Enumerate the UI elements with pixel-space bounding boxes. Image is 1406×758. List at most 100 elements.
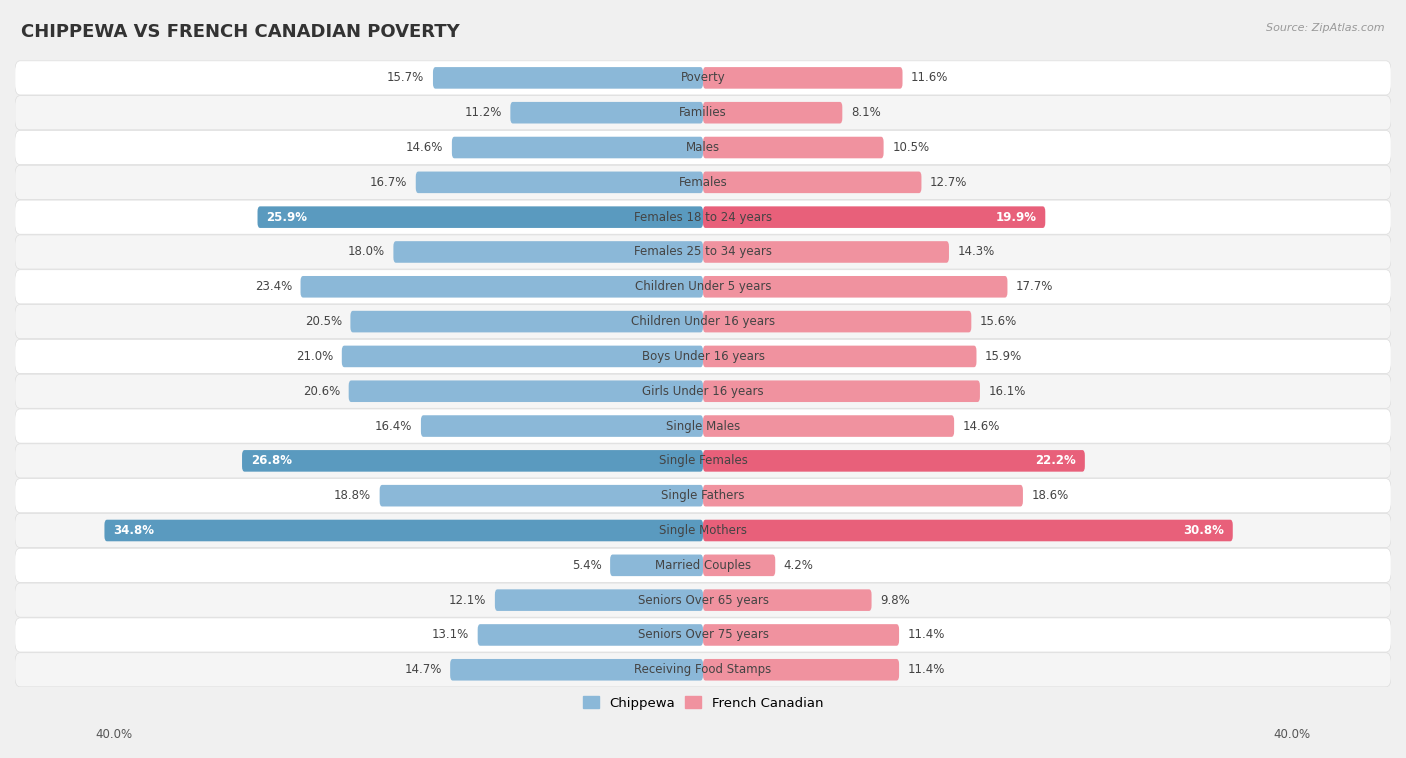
Text: Families: Families <box>679 106 727 119</box>
Text: 25.9%: 25.9% <box>266 211 307 224</box>
FancyBboxPatch shape <box>450 659 703 681</box>
FancyBboxPatch shape <box>15 583 1391 617</box>
FancyBboxPatch shape <box>703 555 775 576</box>
FancyBboxPatch shape <box>15 513 1391 547</box>
Text: Children Under 16 years: Children Under 16 years <box>631 315 775 328</box>
Text: 11.2%: 11.2% <box>464 106 502 119</box>
Text: 15.6%: 15.6% <box>980 315 1017 328</box>
FancyBboxPatch shape <box>703 206 1045 228</box>
FancyBboxPatch shape <box>703 241 949 263</box>
Text: 18.6%: 18.6% <box>1032 489 1069 503</box>
FancyBboxPatch shape <box>703 276 1008 298</box>
Text: 8.1%: 8.1% <box>851 106 880 119</box>
Text: Girls Under 16 years: Girls Under 16 years <box>643 385 763 398</box>
FancyBboxPatch shape <box>495 589 703 611</box>
Text: 22.2%: 22.2% <box>1035 454 1076 468</box>
Text: 12.1%: 12.1% <box>449 594 486 606</box>
FancyBboxPatch shape <box>301 276 703 298</box>
Text: 14.7%: 14.7% <box>404 663 441 676</box>
Text: 16.4%: 16.4% <box>375 419 412 433</box>
Text: 9.8%: 9.8% <box>880 594 910 606</box>
FancyBboxPatch shape <box>703 485 1024 506</box>
Text: Poverty: Poverty <box>681 71 725 84</box>
FancyBboxPatch shape <box>15 61 1391 95</box>
Text: 5.4%: 5.4% <box>572 559 602 572</box>
FancyBboxPatch shape <box>15 200 1391 234</box>
FancyBboxPatch shape <box>342 346 703 367</box>
Text: 14.6%: 14.6% <box>963 419 1000 433</box>
FancyBboxPatch shape <box>257 206 703 228</box>
FancyBboxPatch shape <box>703 624 898 646</box>
FancyBboxPatch shape <box>15 478 1391 512</box>
Text: 20.6%: 20.6% <box>302 385 340 398</box>
Text: Children Under 5 years: Children Under 5 years <box>634 280 772 293</box>
Text: 21.0%: 21.0% <box>295 350 333 363</box>
Text: Married Couples: Married Couples <box>655 559 751 572</box>
FancyBboxPatch shape <box>15 130 1391 164</box>
FancyBboxPatch shape <box>703 589 872 611</box>
Text: 16.1%: 16.1% <box>988 385 1026 398</box>
Text: 34.8%: 34.8% <box>112 524 155 537</box>
FancyBboxPatch shape <box>703 102 842 124</box>
FancyBboxPatch shape <box>703 520 1233 541</box>
Text: Single Males: Single Males <box>666 419 740 433</box>
FancyBboxPatch shape <box>703 659 898 681</box>
Text: 30.8%: 30.8% <box>1184 524 1225 537</box>
Legend: Chippewa, French Canadian: Chippewa, French Canadian <box>578 691 828 715</box>
FancyBboxPatch shape <box>420 415 703 437</box>
FancyBboxPatch shape <box>433 67 703 89</box>
Text: Females 25 to 34 years: Females 25 to 34 years <box>634 246 772 258</box>
FancyBboxPatch shape <box>610 555 703 576</box>
Text: 11.4%: 11.4% <box>908 628 945 641</box>
FancyBboxPatch shape <box>703 381 980 402</box>
FancyBboxPatch shape <box>15 374 1391 409</box>
FancyBboxPatch shape <box>478 624 703 646</box>
Text: Receiving Food Stamps: Receiving Food Stamps <box>634 663 772 676</box>
FancyBboxPatch shape <box>15 96 1391 130</box>
Text: Females: Females <box>679 176 727 189</box>
Text: 14.6%: 14.6% <box>406 141 443 154</box>
Text: 17.7%: 17.7% <box>1017 280 1053 293</box>
Text: 23.4%: 23.4% <box>254 280 292 293</box>
FancyBboxPatch shape <box>15 618 1391 652</box>
Text: 18.0%: 18.0% <box>347 246 385 258</box>
FancyBboxPatch shape <box>349 381 703 402</box>
Text: 13.1%: 13.1% <box>432 628 470 641</box>
Text: Single Females: Single Females <box>658 454 748 468</box>
FancyBboxPatch shape <box>703 311 972 333</box>
Text: Seniors Over 65 years: Seniors Over 65 years <box>637 594 769 606</box>
FancyBboxPatch shape <box>451 136 703 158</box>
FancyBboxPatch shape <box>703 346 977 367</box>
FancyBboxPatch shape <box>15 305 1391 339</box>
FancyBboxPatch shape <box>416 171 703 193</box>
Text: 15.7%: 15.7% <box>387 71 425 84</box>
Text: 11.6%: 11.6% <box>911 71 949 84</box>
Text: Females 18 to 24 years: Females 18 to 24 years <box>634 211 772 224</box>
Text: Seniors Over 75 years: Seniors Over 75 years <box>637 628 769 641</box>
FancyBboxPatch shape <box>15 165 1391 199</box>
FancyBboxPatch shape <box>15 235 1391 269</box>
FancyBboxPatch shape <box>703 450 1085 471</box>
Text: 4.2%: 4.2% <box>783 559 814 572</box>
FancyBboxPatch shape <box>510 102 703 124</box>
Text: 18.8%: 18.8% <box>333 489 371 503</box>
Text: 26.8%: 26.8% <box>250 454 291 468</box>
Text: 14.3%: 14.3% <box>957 246 995 258</box>
FancyBboxPatch shape <box>242 450 703 471</box>
Text: 12.7%: 12.7% <box>929 176 967 189</box>
Text: Males: Males <box>686 141 720 154</box>
FancyBboxPatch shape <box>15 340 1391 374</box>
Text: 11.4%: 11.4% <box>908 663 945 676</box>
Text: 40.0%: 40.0% <box>96 728 132 741</box>
FancyBboxPatch shape <box>394 241 703 263</box>
FancyBboxPatch shape <box>703 136 883 158</box>
FancyBboxPatch shape <box>703 67 903 89</box>
Text: 16.7%: 16.7% <box>370 176 408 189</box>
FancyBboxPatch shape <box>703 415 955 437</box>
FancyBboxPatch shape <box>380 485 703 506</box>
FancyBboxPatch shape <box>15 548 1391 582</box>
Text: Boys Under 16 years: Boys Under 16 years <box>641 350 765 363</box>
Text: 40.0%: 40.0% <box>1274 728 1310 741</box>
Text: CHIPPEWA VS FRENCH CANADIAN POVERTY: CHIPPEWA VS FRENCH CANADIAN POVERTY <box>21 23 460 41</box>
Text: Single Mothers: Single Mothers <box>659 524 747 537</box>
